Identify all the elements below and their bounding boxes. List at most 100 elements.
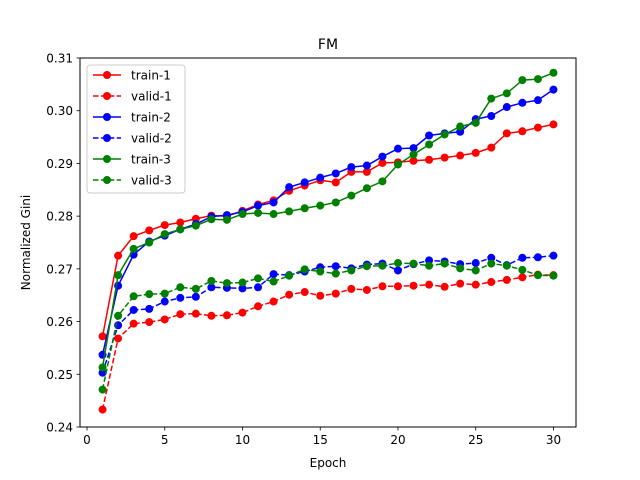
legend-marker-train-1 (103, 71, 111, 79)
data-point-valid-3-23 (440, 259, 449, 268)
data-point-valid-1-13 (285, 290, 294, 299)
data-point-valid-1-2 (114, 334, 123, 343)
data-point-train-3-30 (549, 68, 558, 77)
data-point-train-3-23 (440, 130, 449, 139)
data-point-train-3-1 (98, 363, 107, 372)
data-point-valid-1-22 (425, 280, 434, 289)
legend-item-valid-3: valid-3 (93, 174, 172, 188)
data-point-train-2-12 (269, 198, 278, 207)
data-point-train-3-13 (285, 207, 294, 216)
data-point-train-2-26 (487, 111, 496, 120)
data-point-valid-3-4 (145, 290, 154, 299)
legend-box (86, 64, 186, 194)
data-point-valid-1-27 (502, 275, 511, 284)
y-tick-label: 0.26 (46, 315, 73, 329)
data-point-valid-2-6 (176, 293, 185, 302)
data-point-train-1-29 (533, 123, 542, 132)
data-point-train-1-2 (114, 251, 123, 260)
data-point-train-2-29 (533, 96, 542, 105)
data-point-valid-1-12 (269, 297, 278, 306)
data-point-valid-3-14 (300, 265, 309, 274)
data-point-valid-3-10 (238, 278, 247, 287)
data-point-train-3-8 (207, 215, 216, 224)
data-point-valid-2-7 (191, 292, 200, 301)
data-point-valid-1-10 (238, 308, 247, 317)
data-point-train-3-15 (316, 201, 325, 210)
data-point-valid-3-24 (456, 264, 465, 273)
data-point-valid-1-11 (254, 302, 263, 311)
data-point-valid-2-11 (254, 283, 263, 292)
legend-marker-valid-2 (103, 134, 111, 142)
data-point-train-1-25 (471, 148, 480, 157)
data-point-valid-1-8 (207, 311, 216, 320)
data-point-train-2-22 (425, 131, 434, 140)
chart-title: FM (318, 37, 338, 53)
data-point-train-3-11 (254, 208, 263, 217)
data-point-valid-2-16 (331, 262, 340, 271)
data-point-valid-1-23 (440, 282, 449, 291)
data-point-train-3-17 (347, 191, 356, 200)
data-point-train-1-27 (502, 129, 511, 138)
x-tick-label: 30 (546, 433, 561, 447)
data-point-train-3-2 (114, 271, 123, 280)
data-point-train-1-16 (331, 178, 340, 187)
data-point-train-2-20 (393, 144, 402, 153)
data-point-valid-1-3 (129, 319, 138, 328)
data-point-valid-2-28 (518, 253, 527, 262)
data-point-valid-3-28 (518, 265, 527, 274)
data-point-train-1-3 (129, 232, 138, 241)
data-point-train-3-24 (456, 122, 465, 131)
legend-label-train-3: train-3 (131, 153, 171, 167)
data-point-train-3-18 (362, 184, 371, 193)
legend-item-train-1: train-1 (93, 69, 171, 83)
data-point-train-3-16 (331, 198, 340, 207)
legend-label-valid-1: valid-1 (131, 90, 172, 104)
data-point-train-3-7 (191, 221, 200, 230)
data-point-valid-2-2 (114, 321, 123, 330)
data-point-train-3-25 (471, 118, 480, 127)
y-tick-label: 0.31 (46, 52, 73, 66)
data-point-train-3-26 (487, 94, 496, 103)
data-point-valid-3-16 (331, 269, 340, 278)
data-point-train-3-20 (393, 160, 402, 169)
data-point-valid-2-5 (160, 297, 169, 306)
y-tick-label: 0.27 (46, 262, 73, 276)
y-tick-label: 0.30 (46, 104, 73, 118)
data-point-train-2-30 (549, 85, 558, 94)
data-point-train-3-4 (145, 238, 154, 247)
data-point-train-2-17 (347, 163, 356, 172)
data-point-valid-2-8 (207, 283, 216, 292)
data-point-valid-3-17 (347, 266, 356, 275)
data-point-train-2-21 (409, 144, 418, 153)
data-point-valid-3-27 (502, 261, 511, 270)
data-point-valid-3-22 (425, 261, 434, 270)
data-point-valid-1-25 (471, 280, 480, 289)
data-point-valid-2-3 (129, 305, 138, 314)
data-point-train-1-23 (440, 153, 449, 162)
legend-label-train-2: train-2 (131, 111, 171, 125)
data-point-valid-3-19 (378, 261, 387, 270)
data-point-valid-1-19 (378, 282, 387, 291)
data-point-train-2-16 (331, 169, 340, 178)
data-point-train-2-19 (378, 152, 387, 161)
data-point-train-2-14 (300, 178, 309, 187)
x-tick-label: 5 (161, 433, 169, 447)
data-point-valid-2-25 (471, 259, 480, 268)
legend-item-valid-1: valid-1 (93, 90, 172, 104)
data-point-valid-1-14 (300, 288, 309, 297)
data-point-train-1-24 (456, 151, 465, 160)
data-point-train-1-1 (98, 332, 107, 341)
legend-marker-valid-1 (103, 92, 111, 100)
data-point-train-3-22 (425, 140, 434, 149)
data-point-valid-2-20 (393, 266, 402, 275)
axis-ticks: 0 5 10 15 20 25 30 0.24 0.25 0.26 0.27 0.28 0.29 0.30… (46, 52, 561, 448)
data-point-train-3-12 (269, 210, 278, 219)
y-tick-label: 0.28 (46, 210, 73, 224)
data-point-valid-1-9 (222, 311, 231, 320)
x-tick-label: 25 (468, 433, 483, 447)
data-point-train-3-21 (409, 150, 418, 159)
data-point-valid-3-18 (362, 262, 371, 271)
data-point-train-2-18 (362, 161, 371, 170)
legend-label-train-1: train-1 (131, 69, 171, 83)
data-point-valid-1-7 (191, 309, 200, 318)
